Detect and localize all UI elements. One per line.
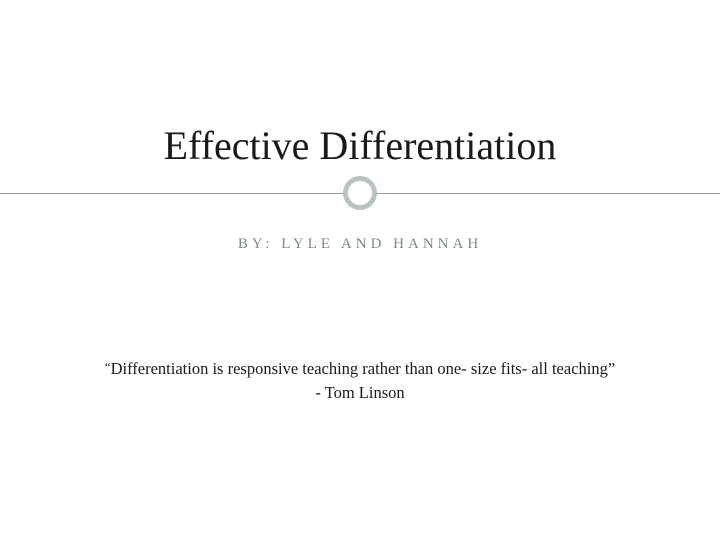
quote-text: Differentiation is responsive teaching r… xyxy=(111,359,616,378)
quote-attribution: - Tom Linson xyxy=(8,382,712,404)
quote-block: “Differentiation is responsive teaching … xyxy=(0,358,720,405)
slide-title: Effective Differentiation xyxy=(0,122,720,169)
circle-ornament-icon xyxy=(343,176,377,210)
slide: Effective Differentiation BY: LYLE AND H… xyxy=(0,0,720,540)
byline: BY: LYLE AND HANNAH xyxy=(0,236,720,253)
